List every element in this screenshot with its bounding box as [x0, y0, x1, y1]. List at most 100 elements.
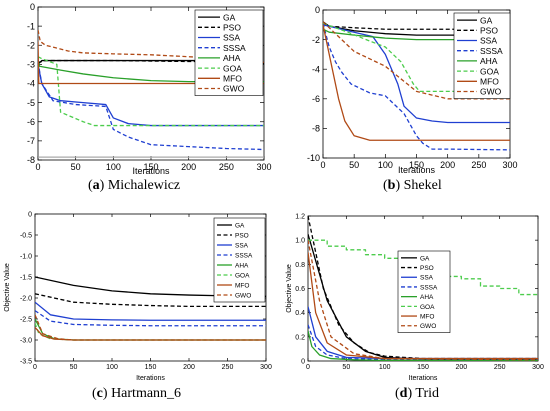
x-tick-label: 200	[183, 364, 195, 371]
series-group	[323, 21, 510, 151]
x-axis-label: Iterations	[398, 165, 436, 175]
y-tick-label: 0	[30, 2, 35, 12]
y-tick-label: -2	[27, 40, 35, 50]
legend-label-mfo: MFO	[420, 314, 434, 321]
y-tick-label: 1.2	[295, 213, 305, 220]
chart-panel-2: 0 50 100 150 200 250 300 0 -2 -4 -6 -8 -10 Iterations…	[307, 5, 518, 175]
y-tick-label: -1.5	[20, 274, 32, 281]
x-tick-label: 50	[70, 364, 78, 371]
x-tick-label: 0	[33, 364, 37, 371]
series-line-mfo	[323, 24, 510, 141]
y-tick-label: -3.0	[20, 337, 32, 344]
legend-label-pso: PSO	[223, 22, 241, 32]
x-tick-label: 300	[502, 160, 517, 170]
legend-label-pso: PSO	[420, 265, 434, 272]
y-tick-label: -2.0	[20, 295, 32, 302]
legend-label-ssa: SSA	[480, 36, 497, 46]
y-tick-label: 0.2	[295, 334, 305, 341]
x-tick-label: 100	[378, 160, 393, 170]
x-tick-label: 200	[440, 160, 455, 170]
y-tick-label: 0	[315, 5, 320, 15]
y-tick-label: -2	[312, 35, 320, 45]
legend-label-goa: GOA	[420, 304, 435, 311]
y-tick-label: -8	[312, 124, 320, 134]
series-line-gwo	[308, 240, 538, 361]
legend-label-mfo: MFO	[480, 76, 499, 86]
legend-label-ga: GA	[480, 15, 493, 25]
series-group	[308, 216, 538, 361]
legend-box	[397, 250, 451, 333]
y-tick-label: -3	[27, 60, 35, 70]
x-tick-label: 150	[143, 162, 158, 172]
x-tick-label: 0	[306, 364, 310, 371]
x-tick-label: 300	[256, 162, 271, 172]
y-tick-label: -2.5	[20, 316, 32, 323]
series-line-aha	[35, 318, 266, 341]
y-tick-label: -0.5	[20, 232, 32, 239]
legend-label-goa: GOA	[480, 66, 499, 76]
y-tick-label: -4	[27, 79, 35, 89]
legend-box	[194, 9, 264, 96]
series-line-sssa	[35, 310, 266, 327]
x-tick-label: 300	[532, 364, 544, 371]
series-line-mfo	[35, 326, 266, 341]
legend-label-aha: AHA	[480, 56, 498, 66]
chart-panel-1: 0 50 100 150 200 250 300 0 -1 -2 -3 -4 -5 -6 -7 -8 Itera…	[27, 2, 272, 176]
x-tick-label: 250	[222, 364, 234, 371]
x-axis-label: Iterations	[132, 166, 170, 176]
y-tick-label: -8	[27, 155, 35, 165]
series-line-aha	[308, 330, 538, 361]
series-line-ssa	[323, 24, 510, 124]
caption-c: (c) Hartmann_6	[92, 386, 182, 401]
legend-label-pso: PSO	[480, 25, 498, 35]
y-tick-label: -1	[27, 21, 35, 31]
x-tick-label: 0	[35, 162, 40, 172]
x-axis-label: Iterations	[409, 375, 438, 382]
caption-a: (a) Michalewicz	[88, 178, 181, 193]
legend-label-ssa: SSA	[420, 275, 434, 282]
legend-label-gwo: GWO	[235, 292, 251, 299]
legend-label-pso: PSO	[235, 232, 249, 239]
y-tick-label: -7	[27, 136, 35, 146]
series-line-sssa	[323, 23, 510, 151]
series-line-aha	[323, 28, 510, 41]
x-tick-label: 100	[106, 364, 118, 371]
x-tick-label: 200	[455, 364, 467, 371]
legend-label-ssa: SSA	[235, 242, 249, 249]
series-line-gwo	[323, 21, 510, 100]
y-tick-label: 0.6	[295, 286, 305, 293]
legend-label-sssa: SSSA	[235, 252, 253, 259]
legend-box	[213, 217, 266, 303]
x-tick-label: 100	[379, 364, 391, 371]
x-tick-label: 300	[260, 364, 272, 371]
x-tick-label: 100	[106, 162, 121, 172]
x-tick-label: 250	[471, 160, 486, 170]
x-tick-label: 50	[349, 160, 359, 170]
legend-box	[453, 12, 511, 99]
legend-label-gwo: GWO	[420, 323, 436, 330]
legend-label-mfo: MFO	[235, 282, 249, 289]
series-line-pso	[323, 22, 510, 30]
legend-label-ssa: SSA	[223, 33, 240, 43]
y-tick-label: -5	[27, 98, 35, 108]
series-line-ssa	[38, 64, 264, 127]
x-tick-label: 150	[409, 160, 424, 170]
y-tick-label: -6	[27, 117, 35, 127]
series-line-gwo	[35, 314, 266, 341]
x-tick-label: 150	[145, 364, 157, 371]
y-tick-label: -10	[307, 153, 320, 163]
x-tick-label: 50	[342, 364, 350, 371]
series-line-gwo	[38, 29, 264, 64]
legend-label-goa: GOA	[235, 272, 250, 279]
legend-label-aha: AHA	[420, 294, 434, 301]
caption-d: (d) Trid	[395, 386, 440, 401]
y-axis-label: Objective Value	[4, 263, 11, 312]
x-tick-label: 250	[494, 364, 506, 371]
legend-label-aha: AHA	[235, 262, 249, 269]
y-tick-label: -4	[312, 64, 320, 74]
